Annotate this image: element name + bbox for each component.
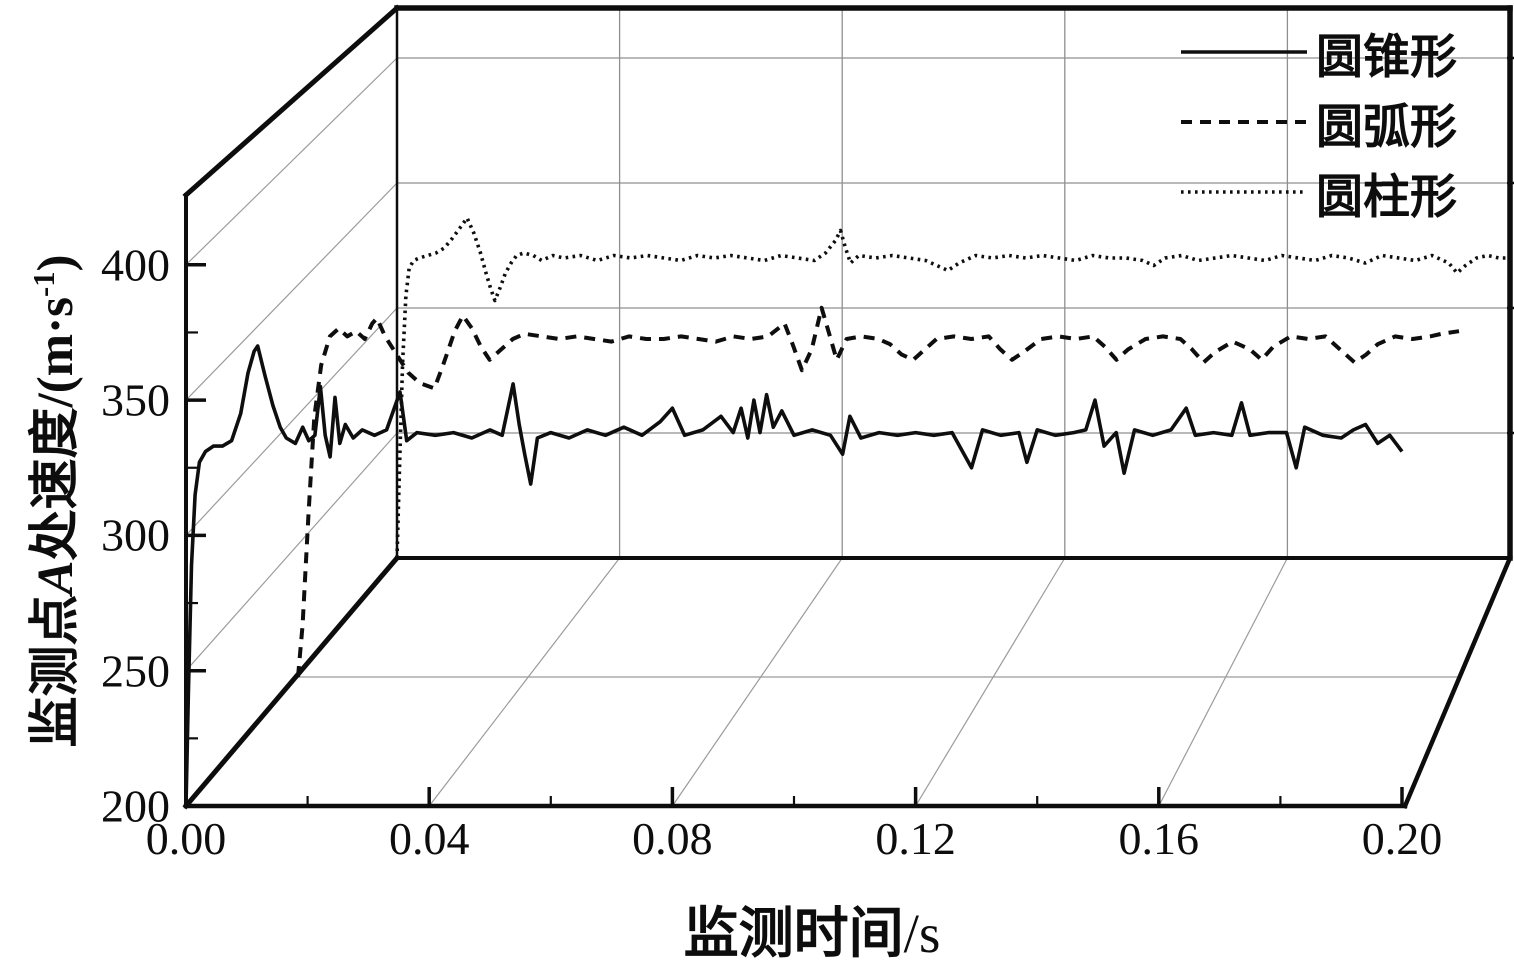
legend-line-solid [1181,50,1307,54]
x-tick-label: 0.16 [1118,813,1200,864]
left-wall-gridline [185,182,398,401]
bottom-left-depth-edge [182,554,401,810]
x-tick-label: 0.04 [388,813,470,864]
top-left-depth-edge [182,4,401,199]
superscript-exponent: -1 [27,271,61,297]
bottom-right-depth-edge [1402,555,1513,809]
floor-depth-gridline [1158,557,1288,807]
legend-label: 圆锥形 [1316,31,1457,84]
floor-depth-gridline [428,557,621,807]
x-axis-title: 监测时间/s [683,903,941,960]
series-line-dashed [296,305,1460,678]
y-tick-label: 300 [101,509,170,561]
legend-label: 圆弧形 [1316,101,1457,154]
legend: 圆锥形 圆弧形 圆柱形 [1180,17,1457,227]
x-tick-label: 0.00 [145,813,227,864]
legend-item: 圆弧形 [1180,87,1457,157]
legend-item: 圆锥形 [1180,17,1457,87]
y-tick-label: 200 [101,780,170,832]
legend-line-dashed [1181,120,1307,124]
legend-item: 圆柱形 [1180,157,1457,227]
series-line-dotted [395,216,1510,559]
legend-label: 圆柱形 [1316,171,1457,224]
x-tick-label: 0.20 [1361,813,1443,864]
y-axis-title: 监测点A处速度/(m·s-1) [27,254,84,748]
x-tick-label: 0.08 [632,813,713,864]
x-tick-label: 0.12 [875,813,956,864]
y-tick-label: 400 [101,239,170,291]
y-tick-label: 250 [101,645,170,697]
left-wall-gridline [185,307,398,536]
y-tick-label: 350 [101,374,170,426]
floor-depth-gridline [671,557,843,807]
series-line-solid [184,344,1404,807]
left-wall-gridline [185,57,398,266]
left-wall-gridline [185,432,398,672]
floor-depth-gridline [915,557,1066,807]
legend-line-dotted [1181,190,1307,194]
